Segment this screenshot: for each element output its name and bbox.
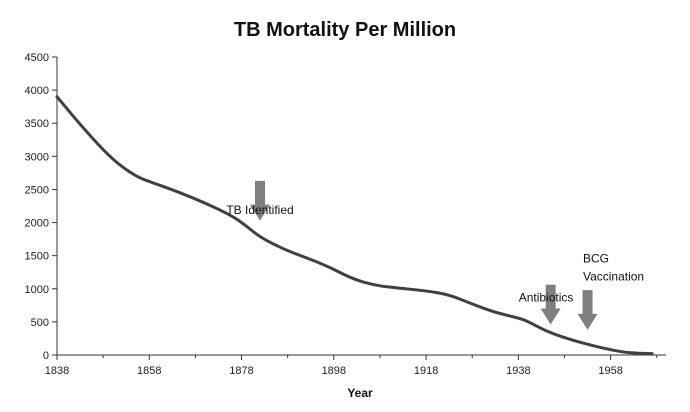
chart-title: TB Mortality Per Million bbox=[234, 19, 456, 41]
x-axis-tick-label: 1958 bbox=[598, 365, 622, 377]
y-axis-tick-label: 2000 bbox=[25, 218, 49, 230]
x-axis-tick-label: 1938 bbox=[506, 365, 530, 377]
annotation-arrow bbox=[250, 180, 270, 221]
x-axis-tick-label: 1898 bbox=[322, 365, 346, 377]
y-axis-tick-label: 4000 bbox=[25, 85, 49, 97]
x-axis-tick-label: 1858 bbox=[137, 365, 161, 377]
annotation-label: Antibiotics bbox=[519, 290, 574, 304]
y-axis-tick-label: 0 bbox=[43, 350, 49, 362]
y-axis-tick-label: 500 bbox=[31, 317, 49, 329]
mortality-line bbox=[55, 95, 654, 356]
x-axis-tick-label: 1918 bbox=[414, 365, 438, 377]
annotation-arrow bbox=[577, 290, 598, 330]
y-axis-tick-label: 3500 bbox=[25, 118, 49, 130]
plot-area: 0 500 1000 1500 2000 2500 3000 3500 4000 4500 1838… bbox=[25, 52, 666, 377]
x-axis-tick-label: 1838 bbox=[45, 365, 69, 377]
y-axis-tick-label: 2500 bbox=[25, 184, 49, 196]
x-axis-tick-label: 1878 bbox=[229, 365, 253, 377]
annotation-label-line2: Vaccination bbox=[583, 269, 644, 283]
annotation-arrow bbox=[540, 284, 561, 325]
y-axis-tick-label: 1500 bbox=[25, 251, 49, 263]
y-axis-tick-label: 4500 bbox=[25, 52, 49, 64]
annotation-label: TB Identified bbox=[226, 203, 293, 217]
x-axis-title: Year bbox=[347, 386, 373, 400]
y-axis-tick-label: 1000 bbox=[25, 284, 49, 296]
annotation-label: BCG bbox=[583, 251, 609, 265]
y-axis-tick-label: 3000 bbox=[25, 151, 49, 163]
